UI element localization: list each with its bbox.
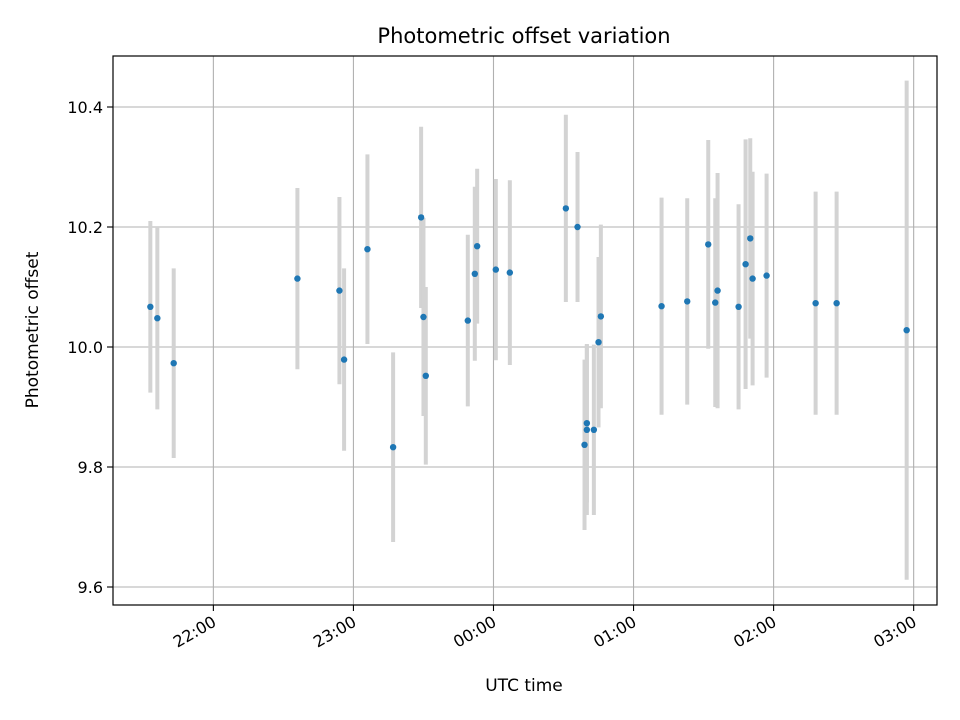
data-point — [562, 205, 570, 212]
data-point — [581, 441, 588, 448]
x-tick-label: 01:00 — [590, 612, 639, 652]
x-tick-label: 00:00 — [450, 612, 499, 652]
data-point — [714, 287, 721, 294]
x-axis-label: UTC time — [485, 676, 563, 696]
y-tick-label: 10.0 — [67, 338, 103, 357]
data-point — [583, 426, 591, 433]
data-point — [705, 241, 712, 248]
data-point — [340, 356, 348, 363]
data-point — [422, 372, 429, 379]
data-point — [595, 339, 602, 346]
data-point — [583, 420, 591, 427]
data-point — [506, 269, 514, 276]
y-tick-label: 10.4 — [67, 98, 103, 117]
data-point — [464, 317, 472, 324]
y-axis-label: Photometric offset — [23, 251, 43, 408]
data-point — [147, 303, 154, 310]
data-point — [574, 223, 581, 231]
data-point — [735, 303, 742, 310]
data-point — [747, 235, 754, 242]
data-point — [294, 275, 301, 282]
data-point — [154, 315, 161, 322]
chart-title: Photometric offset variation — [377, 24, 670, 48]
data-point — [597, 313, 605, 320]
data-point — [812, 300, 819, 307]
data-point — [364, 246, 371, 253]
data-point — [763, 272, 770, 279]
data-point — [903, 327, 910, 334]
plot-frame — [112, 55, 938, 606]
data-point — [658, 303, 665, 310]
data-point — [749, 275, 756, 282]
data-point — [742, 261, 749, 268]
x-tick-label: 02:00 — [730, 612, 779, 652]
data-point — [473, 243, 481, 250]
data-point — [170, 360, 177, 367]
x-tick-label: 23:00 — [310, 612, 359, 652]
x-tick-label: 22:00 — [170, 612, 219, 652]
data-point — [590, 426, 598, 433]
data-point — [684, 298, 691, 305]
y-tick-label: 9.6 — [78, 578, 103, 597]
data-point — [492, 266, 500, 273]
data-point — [471, 270, 479, 277]
data-point — [833, 300, 840, 307]
error-bars — [148, 80, 909, 580]
data-point — [389, 444, 397, 451]
x-tick-label: 03:00 — [870, 612, 919, 652]
grid — [113, 56, 937, 605]
y-tick-label: 10.2 — [67, 218, 103, 237]
data-point — [712, 299, 719, 306]
data-point — [336, 287, 343, 294]
y-tick-label: 9.8 — [78, 458, 103, 477]
data-point — [417, 214, 425, 221]
data-point — [420, 313, 427, 321]
data-points — [147, 205, 910, 451]
